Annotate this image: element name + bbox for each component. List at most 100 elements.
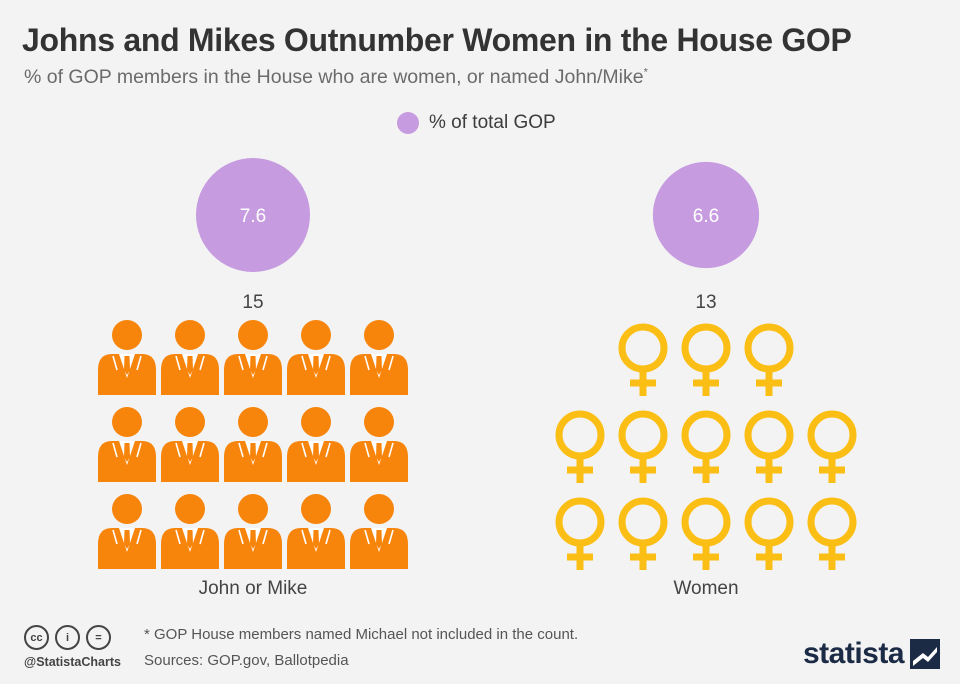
sources: Sources: GOP.gov, Ballotpedia [144,652,349,669]
female-symbol-ring [681,323,731,373]
pct-label: 7.6 [240,206,266,227]
subtitle-text: % of GOP members in the House who are wo… [24,66,644,88]
man-icon [350,320,408,395]
man-icon-tie [313,443,319,462]
female-symbol-icon [618,323,668,396]
statista-logo-icon [910,639,941,669]
man-icon [161,407,219,482]
man-icon [224,320,282,395]
man-icon-head [175,494,205,524]
man-icon-tie [250,443,256,462]
female-symbol-ring [555,410,605,460]
man-icon-tie [187,530,193,549]
female-symbol-ring [807,497,857,547]
man-icon-head [238,320,268,350]
female-symbol-icon [744,410,794,483]
man-icon [98,407,156,482]
man-icon-lapel [301,442,307,458]
man-icon [161,494,219,569]
female-symbol-ring [744,410,794,460]
man-icon-lapel [199,442,205,458]
female-symbol-icon [555,410,605,483]
statista-logo[interactable]: statista [803,637,941,671]
female-symbol-ring [807,410,857,460]
man-icon-lapel [262,529,268,545]
man-icon-head [301,494,331,524]
female-symbol-icon [744,497,794,570]
brand-wordmark: statista [803,637,905,670]
pct-bubble [196,158,310,272]
female-symbol-icon [681,497,731,570]
man-icon-tie [250,530,256,549]
man-icon-lapel [112,529,118,545]
man-icon-head [364,494,394,524]
man-icon-lapel [325,355,331,371]
no-derivatives-icon[interactable]: = [86,625,111,650]
subtitle-footnote-mark: * [643,66,648,79]
man-icon-tie [124,530,130,549]
group-label: Women [673,578,738,599]
man-icon-lapel [325,442,331,458]
man-icon-head [112,494,142,524]
female-symbol-icon [681,410,731,483]
attribution-icon[interactable]: i [55,625,80,650]
man-icon-lapel [175,355,181,371]
man-icon-lapel [364,355,370,371]
man-icon-head [238,407,268,437]
female-symbol-icon [681,323,731,396]
man-icon [350,407,408,482]
cc-icon[interactable]: cc [24,625,49,650]
man-icon-head [175,407,205,437]
group-0: 7.6 15 John or Mike [98,158,408,599]
man-icon-lapel [238,442,244,458]
man-icon-lapel [364,442,370,458]
man-icon-lapel [238,355,244,371]
man-icon-tie [376,443,382,462]
pct-bubble [652,161,760,269]
man-icon-lapel [325,529,331,545]
man-icon-head [238,494,268,524]
legend: % of total GOP [397,110,556,136]
man-icon-lapel [136,355,142,371]
man-icon-head [175,320,205,350]
man-icon-head [364,407,394,437]
man-icon [224,407,282,482]
man-icon-lapel [301,355,307,371]
man-icon-head [301,407,331,437]
female-symbol-ring [744,497,794,547]
man-icon-tie [313,356,319,375]
female-symbol-icon [807,497,857,570]
man-icon-tie [376,530,382,549]
female-symbol-icon [618,497,668,570]
man-icon [287,407,345,482]
man-icon-tie [250,356,256,375]
man-icon-lapel [112,355,118,371]
man-icon-lapel [136,442,142,458]
man-icon-tie [124,443,130,462]
man-icon-lapel [199,529,205,545]
man-icon-tie [313,530,319,549]
man-icon-tie [187,356,193,375]
man-icon-lapel [199,355,205,371]
chart-subtitle: % of GOP members in the House who are wo… [24,66,648,89]
man-icon [287,320,345,395]
man-icon-lapel [136,529,142,545]
count-label: 13 [695,292,716,313]
legend-swatch [397,112,419,134]
female-symbol-ring [681,497,731,547]
female-symbol-icon [807,410,857,483]
female-symbol-ring [618,497,668,547]
statista-handle[interactable]: @StatistaCharts [24,655,121,669]
pct-label: 6.6 [693,206,719,227]
female-symbol-icon [618,410,668,483]
chart-title: Johns and Mikes Outnumber Women in the H… [22,22,852,58]
man-icon-head [301,320,331,350]
female-symbol-ring [618,410,668,460]
man-icon-lapel [262,442,268,458]
group-1: 6.6 13 Women [555,161,857,599]
man-icon-lapel [364,529,370,545]
count-label: 15 [242,292,263,313]
man-icon [287,494,345,569]
female-symbol-ring [681,410,731,460]
female-symbol-ring [555,497,605,547]
